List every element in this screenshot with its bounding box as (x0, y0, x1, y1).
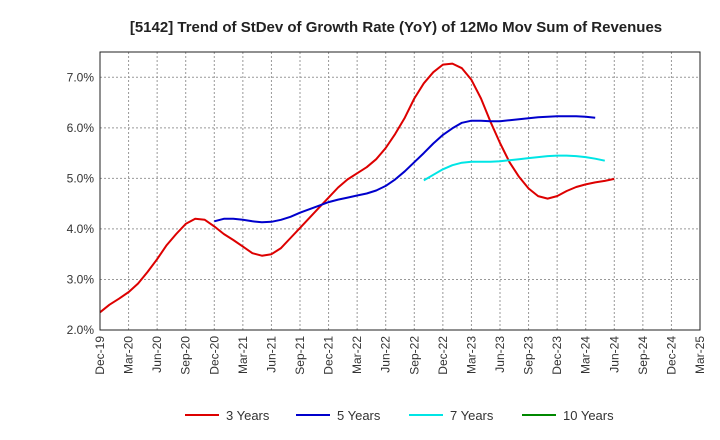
x-tick-label: Dec-22 (436, 336, 450, 375)
legend-label: 3 Years (226, 408, 270, 423)
x-tick-label: Mar-24 (579, 336, 593, 374)
x-tick-label: Mar-23 (464, 336, 478, 374)
x-axis-ticks: Dec-19 Mar-20 Jun-20 Sep-20 Dec-20 Mar-21 Jun-… (93, 336, 707, 375)
plot-frame (99, 51, 701, 331)
x-tick-label: Jun-20 (150, 336, 164, 373)
x-tick-label: Jun-23 (493, 336, 507, 373)
series-line-3-years (99, 62, 615, 314)
x-tick-label: Dec-20 (207, 336, 221, 375)
legend: 3 Years 5 Years 7 Years 10 Years (185, 408, 614, 423)
x-tick-label: Mar-20 (122, 336, 136, 374)
y-axis-ticks: 2.0% 3.0% 4.0% 5.0% 6.0% 7.0% (67, 70, 95, 337)
x-tick-label: Sep-22 (407, 336, 421, 375)
x-tick-label: Dec-21 (322, 336, 336, 375)
x-tick-label: Sep-23 (522, 336, 536, 375)
chart-title: [5142] Trend of StDev of Growth Rate (Yo… (130, 19, 662, 36)
y-tick-label: 6.0% (67, 121, 95, 135)
x-tick-label: Sep-21 (293, 336, 307, 375)
x-tick-label: Sep-20 (179, 336, 193, 375)
x-tick-label: Mar-21 (236, 336, 250, 374)
x-tick-label: Dec-23 (550, 336, 564, 375)
y-tick-label: 5.0% (67, 171, 95, 185)
legend-label: 5 Years (337, 408, 381, 423)
x-tick-label: Dec-19 (93, 336, 107, 375)
x-tick-label: Mar-22 (350, 336, 364, 374)
legend-label: 7 Years (450, 408, 494, 423)
series-lines (99, 62, 615, 314)
y-tick-label: 3.0% (67, 272, 95, 286)
x-tick-label: Jun-21 (264, 336, 278, 373)
legend-label: 10 Years (563, 408, 614, 423)
y-tick-label: 2.0% (67, 323, 95, 337)
x-tick-label: Jun-24 (607, 336, 621, 373)
grid (100, 52, 700, 330)
x-tick-label: Jun-22 (379, 336, 393, 373)
x-tick-label: Dec-24 (664, 336, 678, 375)
x-tick-label: Mar-25 (693, 336, 707, 374)
y-tick-label: 4.0% (67, 222, 95, 236)
x-tick-label: Sep-24 (636, 336, 650, 375)
series-line-7-years (423, 154, 606, 182)
y-tick-label: 7.0% (67, 70, 95, 84)
series-line-5-years (214, 115, 596, 224)
